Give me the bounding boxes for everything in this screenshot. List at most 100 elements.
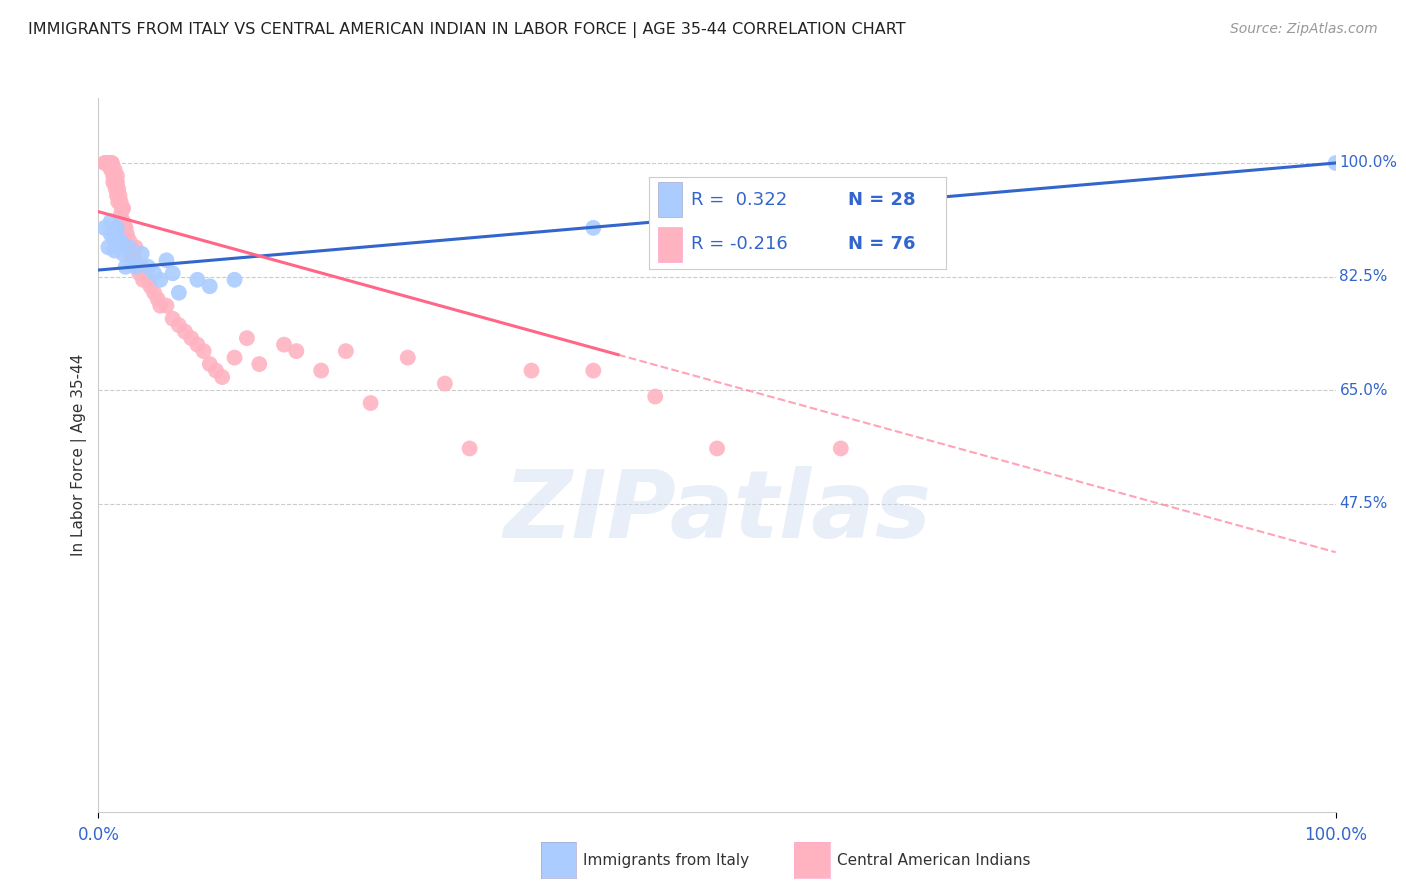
Point	[93, 156, 115, 170]
Text: Immigrants from Italy: Immigrants from Italy	[583, 854, 749, 868]
Point	[180, 331, 202, 345]
Point	[107, 240, 129, 254]
Point	[103, 169, 125, 183]
Point	[309, 363, 332, 377]
Point	[143, 285, 166, 300]
Point	[162, 266, 184, 280]
Point	[149, 273, 172, 287]
Point	[198, 279, 221, 293]
Point	[108, 188, 131, 202]
Point	[155, 253, 177, 268]
Point	[458, 442, 481, 456]
Text: 100.0%: 100.0%	[1340, 155, 1398, 170]
Point	[117, 240, 139, 254]
Point	[93, 220, 115, 235]
Point	[98, 156, 121, 170]
Point	[146, 292, 169, 306]
Point	[162, 311, 184, 326]
Point	[131, 260, 153, 274]
Point	[103, 244, 125, 258]
Point	[122, 256, 145, 270]
Text: 65.0%: 65.0%	[1340, 383, 1388, 398]
FancyBboxPatch shape	[658, 182, 682, 218]
Point	[96, 156, 118, 170]
Point	[132, 273, 155, 287]
Point	[97, 156, 120, 170]
Text: Central American Indians: Central American Indians	[837, 854, 1031, 868]
Point	[139, 279, 162, 293]
Point	[112, 202, 135, 216]
Point	[360, 396, 382, 410]
Point	[247, 357, 270, 371]
Point	[136, 273, 159, 287]
Point	[224, 273, 246, 287]
Point	[128, 266, 150, 280]
Point	[273, 337, 295, 351]
Point	[122, 247, 145, 261]
Text: IMMIGRANTS FROM ITALY VS CENTRAL AMERICAN INDIAN IN LABOR FORCE | AGE 35-44 CORR: IMMIGRANTS FROM ITALY VS CENTRAL AMERICA…	[28, 22, 905, 38]
Point	[644, 390, 666, 404]
Point	[103, 224, 125, 238]
Point	[105, 169, 128, 183]
Point	[115, 227, 138, 242]
Point	[143, 266, 166, 280]
Point	[131, 247, 153, 261]
Point	[103, 176, 125, 190]
Point	[100, 214, 122, 228]
Point	[103, 234, 125, 248]
Point	[110, 234, 132, 248]
Point	[396, 351, 419, 365]
Point	[205, 363, 228, 377]
Point	[101, 156, 124, 170]
Point	[97, 156, 120, 170]
Text: R =  0.322: R = 0.322	[690, 191, 787, 209]
Point	[134, 266, 156, 280]
Point	[520, 363, 543, 377]
Point	[186, 273, 208, 287]
Point	[124, 253, 146, 268]
Point	[110, 208, 132, 222]
Point	[103, 162, 125, 177]
Point	[830, 442, 852, 456]
Point	[582, 363, 605, 377]
Text: N = 28: N = 28	[848, 191, 915, 209]
Point	[211, 370, 233, 384]
Point	[105, 188, 128, 202]
Point	[100, 156, 122, 170]
Point	[114, 220, 136, 235]
Point	[706, 442, 728, 456]
Point	[111, 202, 134, 216]
Point	[112, 214, 135, 228]
Point	[193, 344, 215, 359]
Text: N = 76: N = 76	[848, 235, 915, 253]
Point	[127, 260, 149, 274]
Y-axis label: In Labor Force | Age 35-44: In Labor Force | Age 35-44	[72, 354, 87, 556]
Point	[114, 234, 136, 248]
FancyBboxPatch shape	[658, 227, 682, 262]
Point	[101, 162, 124, 177]
Point	[94, 156, 117, 170]
Text: ZIPatlas: ZIPatlas	[503, 466, 931, 558]
Point	[582, 220, 605, 235]
Text: R = -0.216: R = -0.216	[690, 235, 787, 253]
Point	[103, 169, 125, 183]
Point	[285, 344, 308, 359]
Point	[100, 162, 122, 177]
Point	[112, 220, 135, 235]
Point	[136, 260, 159, 274]
Point	[1324, 156, 1347, 170]
Point	[105, 176, 128, 190]
Point	[121, 240, 143, 254]
Point	[174, 325, 197, 339]
Point	[98, 156, 121, 170]
Point	[110, 194, 132, 209]
Point	[433, 376, 456, 391]
Point	[107, 182, 129, 196]
Point	[112, 247, 135, 261]
Point	[167, 318, 190, 333]
Point	[100, 227, 122, 242]
Point	[104, 182, 127, 196]
Point	[104, 176, 127, 190]
Point	[100, 156, 122, 170]
Point	[97, 240, 120, 254]
